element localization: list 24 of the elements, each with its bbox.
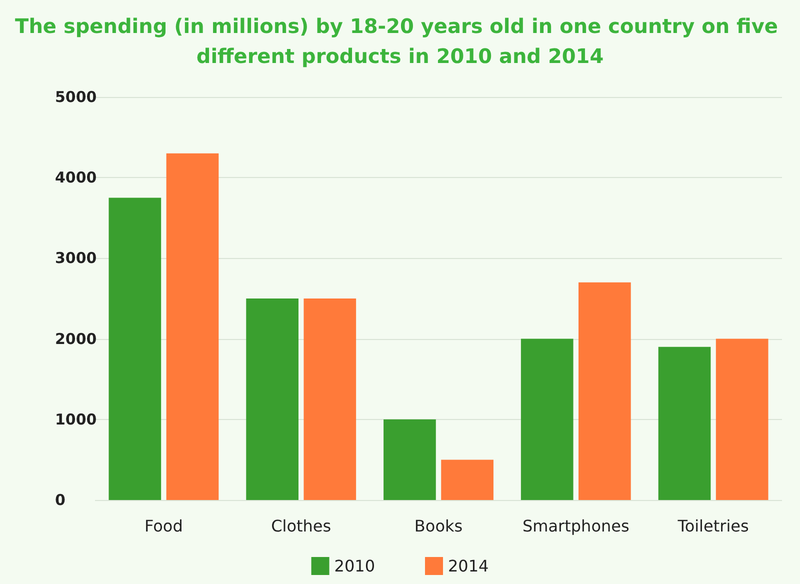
x-tick-label: Food [144, 516, 183, 536]
bar [304, 298, 356, 500]
bar [520, 338, 574, 500]
bar [578, 282, 631, 500]
bar [658, 346, 711, 500]
y-tick-label: 5000 [55, 88, 97, 106]
y-tick-label: 3000 [55, 249, 97, 268]
bar [166, 153, 219, 500]
bar [108, 198, 162, 500]
y-tick-label: 2000 [55, 330, 97, 348]
chart-title: The spending (in millions) by 18-20 years old in one country on five different products in 2010 and 2014 [15, 14, 785, 68]
x-tick-label: Toiletries [676, 516, 749, 536]
x-tick-label: Clothes [271, 516, 332, 536]
bar [246, 298, 298, 500]
bar [441, 460, 494, 500]
y-tick-label: 1000 [55, 410, 97, 428]
x-tick-label: Books [414, 516, 463, 536]
y-tick-label: 4000 [55, 168, 97, 187]
bar [716, 338, 768, 500]
x-tick-label: Smartphones [522, 516, 630, 536]
bar [384, 419, 436, 500]
y-tick-label: 0 [55, 491, 66, 509]
legend-label: 2010 [334, 556, 375, 576]
legend-label: 2014 [448, 556, 489, 576]
